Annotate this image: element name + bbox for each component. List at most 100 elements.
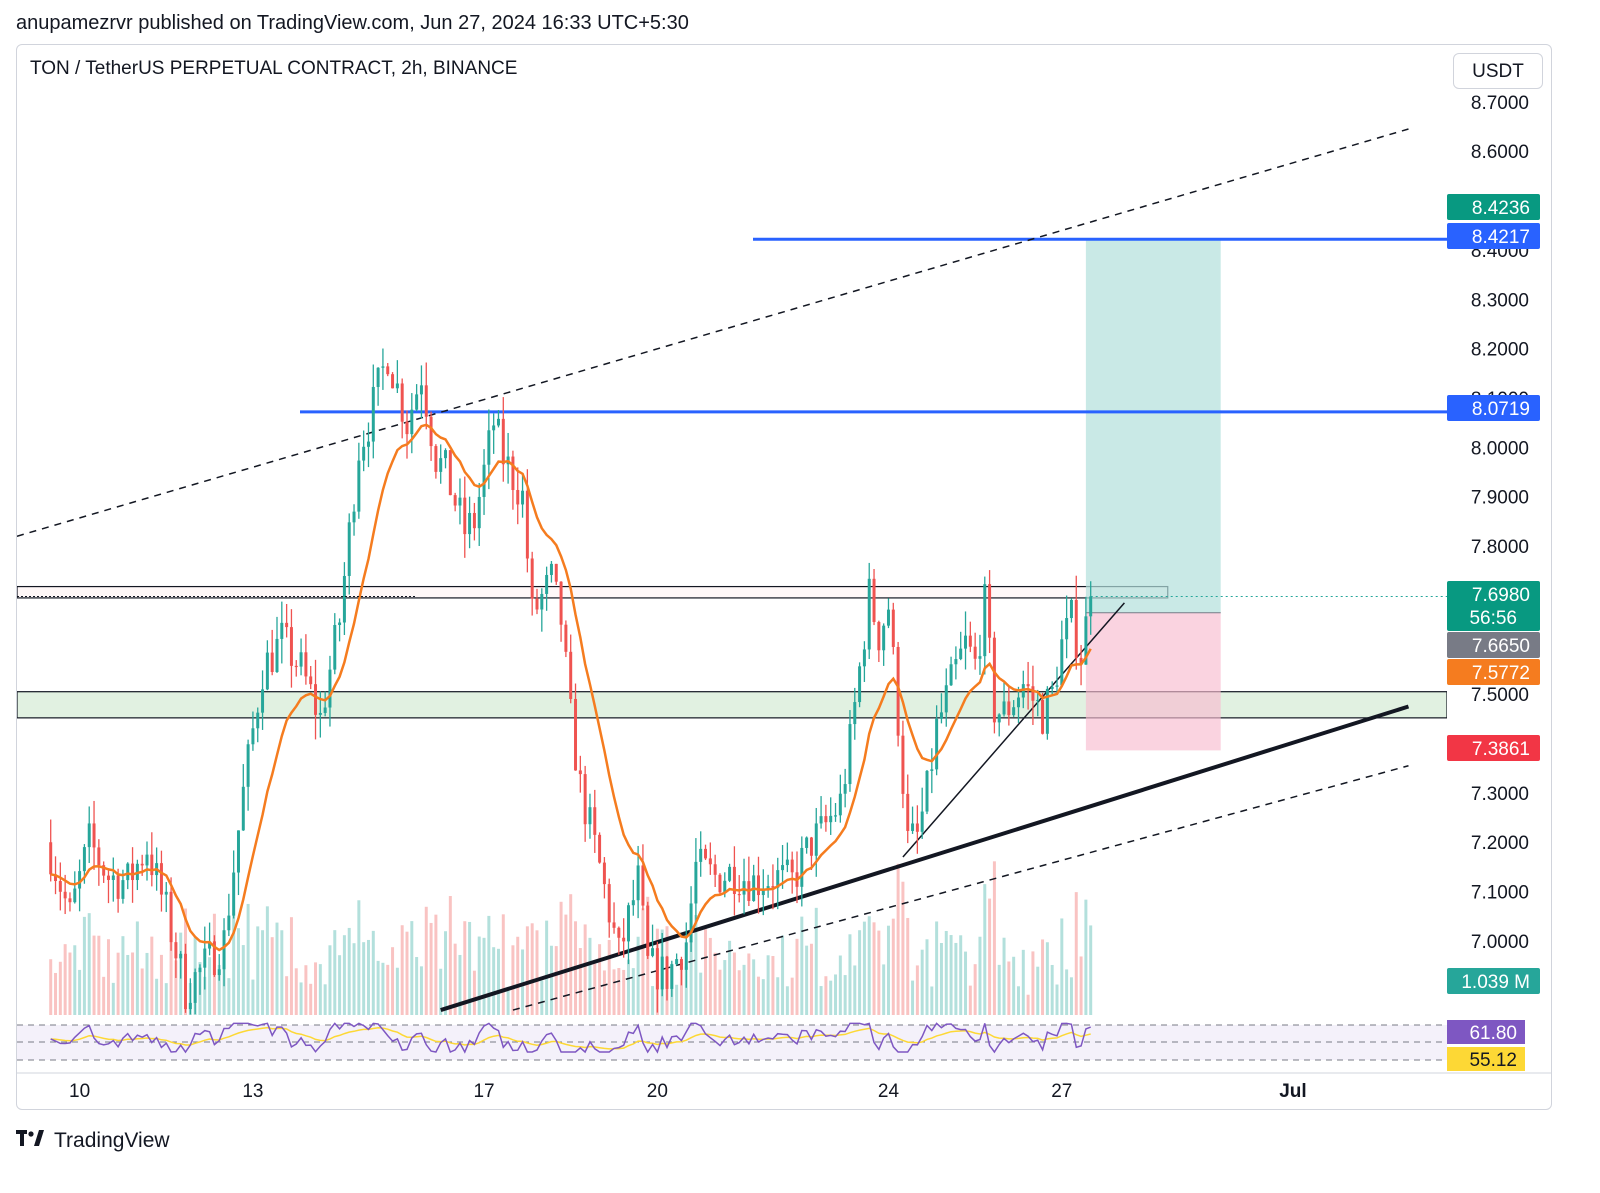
candle-body xyxy=(978,656,982,659)
volume-bar xyxy=(338,955,342,1015)
candle-body xyxy=(814,823,818,856)
candle-body xyxy=(78,871,82,889)
candle-body xyxy=(583,774,587,825)
candle-body xyxy=(636,865,640,901)
volume-bar xyxy=(265,906,269,1015)
volume-bar xyxy=(371,930,375,1015)
tradingview-footer[interactable]: TradingView xyxy=(16,1128,170,1154)
candle-body xyxy=(131,863,135,881)
candle-body xyxy=(761,890,765,896)
candle-body xyxy=(285,622,289,628)
volume-bar xyxy=(896,863,900,1015)
volume-bar xyxy=(285,976,289,1015)
volume-bar xyxy=(381,962,385,1015)
volume-bar xyxy=(728,940,732,1015)
candle-body xyxy=(925,770,929,812)
trendline-solid-bold xyxy=(440,704,1410,1012)
volume-bar xyxy=(569,894,573,1015)
candle-body xyxy=(935,718,939,770)
candle-body xyxy=(858,666,862,703)
volume-bar xyxy=(275,922,279,1015)
candle-body xyxy=(959,648,963,660)
volume-bar xyxy=(410,921,414,1015)
rsi-pane: 61.80 55.12 xyxy=(17,1020,1525,1071)
candle-body xyxy=(328,669,332,708)
volume-bar xyxy=(150,936,154,1015)
volume-bar xyxy=(444,931,448,1015)
time-tick-label: 10 xyxy=(69,1081,90,1102)
candle-body xyxy=(1084,616,1088,665)
candle-body xyxy=(126,863,130,881)
volume-bar xyxy=(939,943,943,1015)
volume-bar xyxy=(1074,892,1078,1015)
candle-body xyxy=(689,903,693,943)
volume-bar xyxy=(232,915,236,1015)
volume-bar xyxy=(155,978,159,1015)
volume-bar xyxy=(333,930,337,1015)
volume-bar xyxy=(906,917,910,1015)
candle-body xyxy=(968,635,972,647)
candle-body xyxy=(82,847,86,872)
volume-bar xyxy=(217,965,221,1015)
volume-bar xyxy=(468,921,472,1015)
candle-body xyxy=(1016,697,1020,708)
price-label-badge xyxy=(1447,659,1540,685)
candle-body xyxy=(323,707,327,713)
candle-body xyxy=(1074,599,1078,658)
volume-bar xyxy=(395,967,399,1015)
candle-body xyxy=(1012,707,1016,716)
candle-body xyxy=(159,863,163,895)
candle-body xyxy=(997,714,1001,723)
candle-body xyxy=(554,563,558,582)
candle-body xyxy=(227,915,231,931)
rsi-label-text: 55.12 xyxy=(1469,1050,1517,1071)
volume-bars xyxy=(49,861,1093,1015)
candle-body xyxy=(212,941,216,976)
candle-body xyxy=(838,793,842,816)
volume-bar xyxy=(227,978,231,1015)
rsi-label-text: 61.80 xyxy=(1469,1023,1517,1044)
price-tick-label: 7.8000 xyxy=(1471,537,1529,558)
volume-bar xyxy=(458,954,462,1015)
volume-bar xyxy=(838,955,842,1015)
candle-body xyxy=(737,894,741,896)
candle-body xyxy=(694,861,698,904)
volume-bar xyxy=(781,935,785,1015)
candle-body xyxy=(174,942,178,959)
volume-bar xyxy=(357,900,361,1015)
candle-body xyxy=(622,937,626,942)
volume-bar xyxy=(342,935,346,1015)
price-label-badge xyxy=(1447,735,1540,761)
volume-bar xyxy=(419,966,423,1015)
candle-body xyxy=(395,383,399,389)
volume-bar xyxy=(737,970,741,1015)
currency-button[interactable]: USDT xyxy=(1453,53,1543,89)
volume-bar xyxy=(607,939,611,1015)
candle-body xyxy=(222,930,226,970)
volume-bar xyxy=(1002,937,1006,1015)
candle-body xyxy=(848,724,852,785)
volume-bar xyxy=(588,937,592,1015)
volume-bar xyxy=(834,974,838,1015)
volume-bar xyxy=(641,908,645,1015)
volume-bar xyxy=(723,960,727,1015)
price-tick-label: 8.7000 xyxy=(1471,93,1529,114)
candle-body xyxy=(275,638,279,672)
candle-body xyxy=(559,581,563,625)
rsi-ma-line xyxy=(50,1026,1091,1050)
candle-body xyxy=(73,888,77,903)
volume-bar xyxy=(126,954,130,1015)
volume-bar xyxy=(169,895,173,1015)
volume-bar xyxy=(978,936,982,1015)
candle-body xyxy=(655,948,659,990)
volume-bar xyxy=(598,944,602,1015)
candle-body xyxy=(54,874,58,882)
candle-body xyxy=(530,558,534,599)
candle-body xyxy=(588,807,592,825)
volume-bar xyxy=(106,939,110,1015)
candle-body xyxy=(944,685,948,713)
volume-bar xyxy=(299,982,303,1015)
candle-body xyxy=(140,863,144,866)
volume-bar xyxy=(386,964,390,1015)
